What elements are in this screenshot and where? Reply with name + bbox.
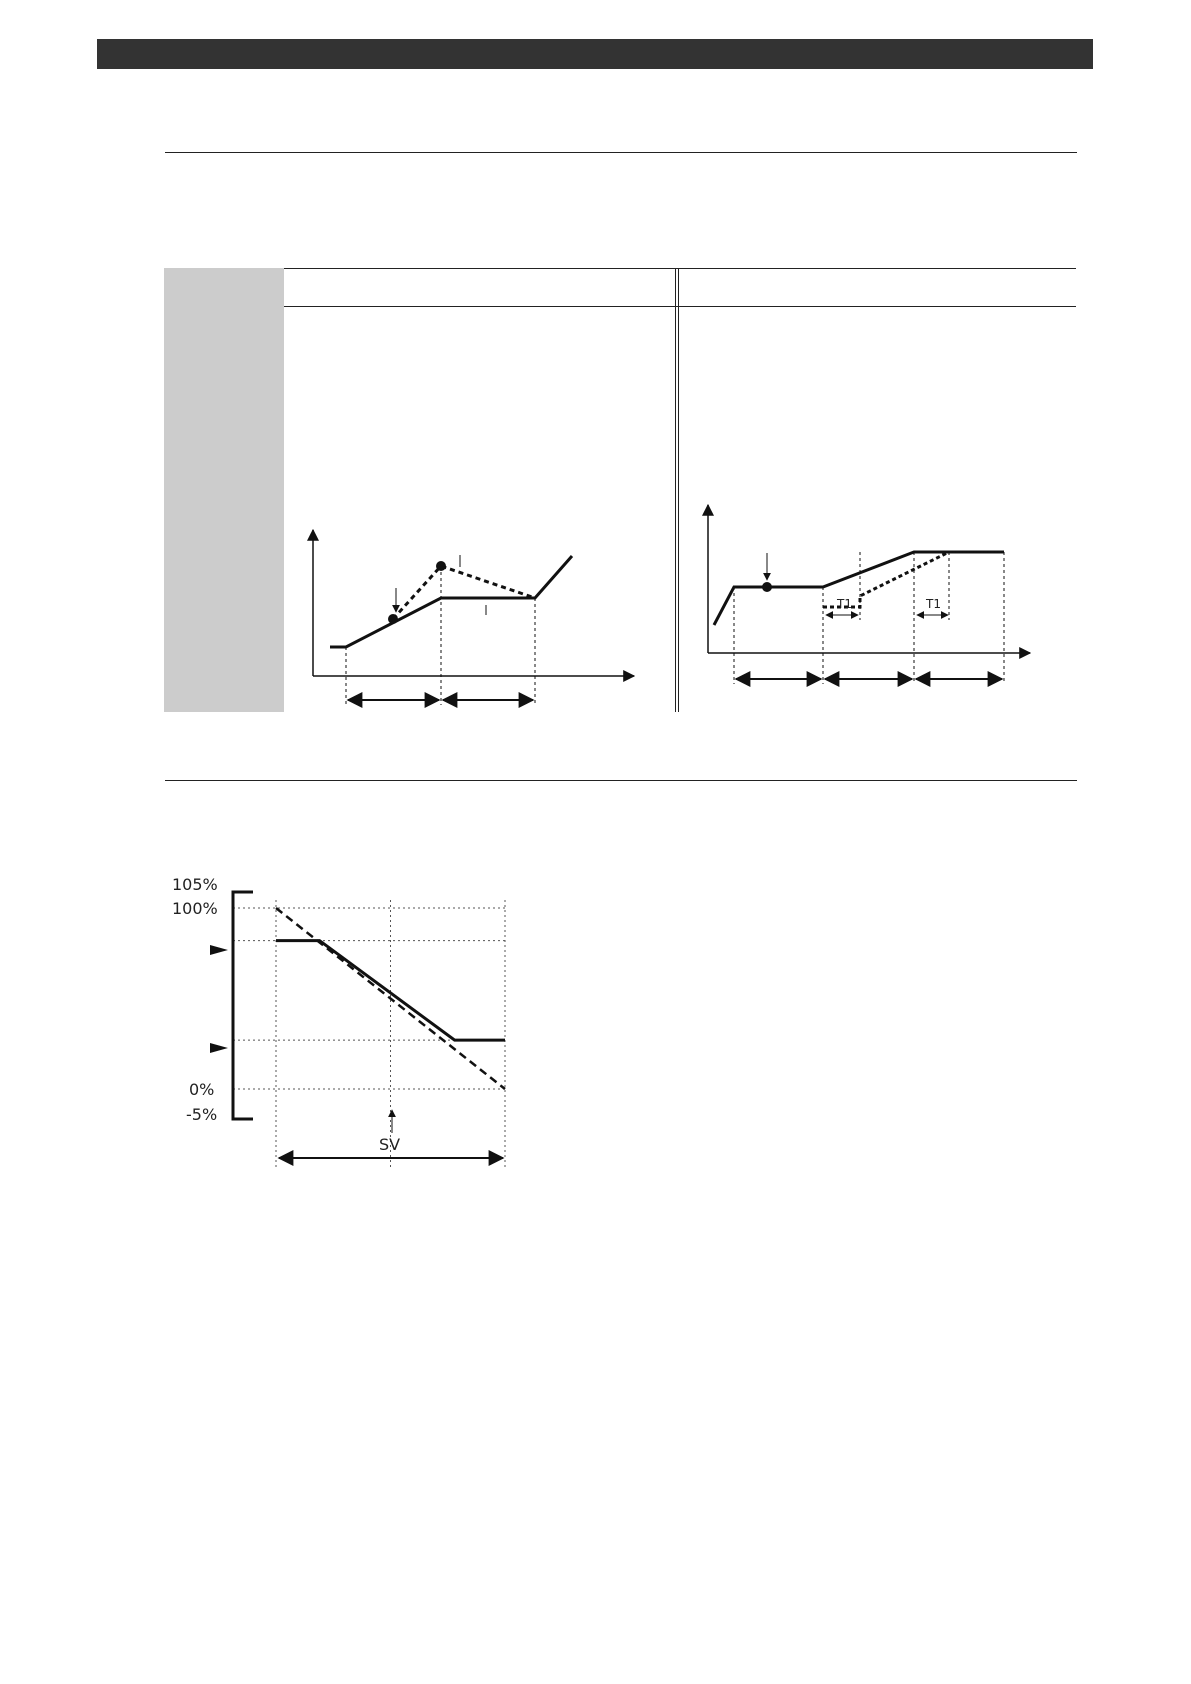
- section-rule-bottom: [165, 780, 1077, 781]
- y-tick-100: 100%: [172, 899, 218, 918]
- left-dashed-line: [391, 564, 536, 621]
- series-reference-dashed: [275, 907, 506, 1090]
- page-header-bar: [97, 39, 1093, 69]
- y-tick-105: 105%: [172, 875, 218, 894]
- table-top-border: [284, 268, 1076, 269]
- chart-grid: [233, 900, 506, 1168]
- table-header-border: [284, 306, 1076, 307]
- y-tick-0: 0%: [189, 1080, 214, 1099]
- right-t1-label-2: T1: [925, 597, 941, 611]
- chart-lower-limit-pointer: [210, 1043, 228, 1053]
- x-axis-label: SV: [379, 1135, 400, 1154]
- chart-bracket: [231, 890, 253, 1121]
- table-column-divider: [675, 268, 679, 712]
- right-marker-dot: [762, 582, 772, 592]
- right-t1-label-1: T1: [836, 597, 852, 611]
- right-dashed-line: [823, 550, 1004, 609]
- series-output-solid: [276, 939, 505, 1042]
- chart-upper-limit-pointer: [210, 945, 228, 955]
- section-rule-top: [165, 152, 1077, 153]
- left-marker-dot-1: [388, 614, 398, 624]
- table-side-header-cell: [164, 268, 284, 712]
- y-tick-minus5: -5%: [186, 1105, 217, 1124]
